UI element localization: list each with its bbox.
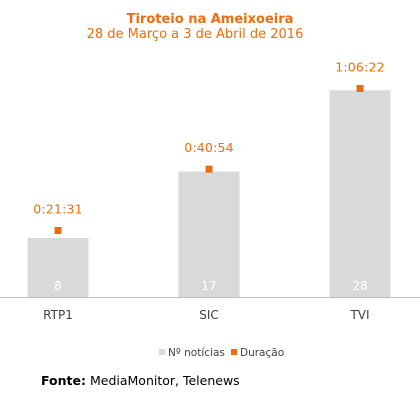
bar-value-label: 8: [54, 279, 62, 293]
legend-swatch-noticias: [159, 349, 165, 355]
duration-marker-sic: [205, 165, 213, 173]
category-label: SIC: [199, 308, 219, 322]
source-note: Fonte: MediaMonitor, Telenews: [41, 373, 240, 388]
bar-rtp1: [27, 237, 89, 297]
chart-title: Tiroteio na Ameixoeira: [127, 12, 294, 27]
duration-marker-tvi: [356, 85, 364, 92]
bar-tvi: [329, 90, 391, 297]
bar-value-label: 17: [201, 279, 216, 293]
category-label: RTP1: [43, 308, 73, 322]
duration-label: 0:21:31: [33, 202, 83, 217]
duration-label: 1:06:22: [335, 60, 385, 75]
duration-marker-rtp1: [54, 227, 62, 234]
legend-swatch-duracao: [231, 349, 237, 355]
legend-label-noticias: Nº notícias: [168, 347, 225, 359]
legend-label-duracao: Duração: [240, 347, 284, 359]
category-label: TVI: [349, 308, 369, 322]
bar-sic: [178, 171, 240, 297]
source-text: MediaMonitor, Telenews: [89, 373, 240, 388]
bar-value-label: 28: [352, 279, 367, 293]
duration-label: 0:40:54: [184, 140, 234, 155]
chart-subtitle: 28 de Março a 3 de Abril de 2016: [87, 27, 304, 42]
source-label: Fonte:: [41, 373, 86, 388]
